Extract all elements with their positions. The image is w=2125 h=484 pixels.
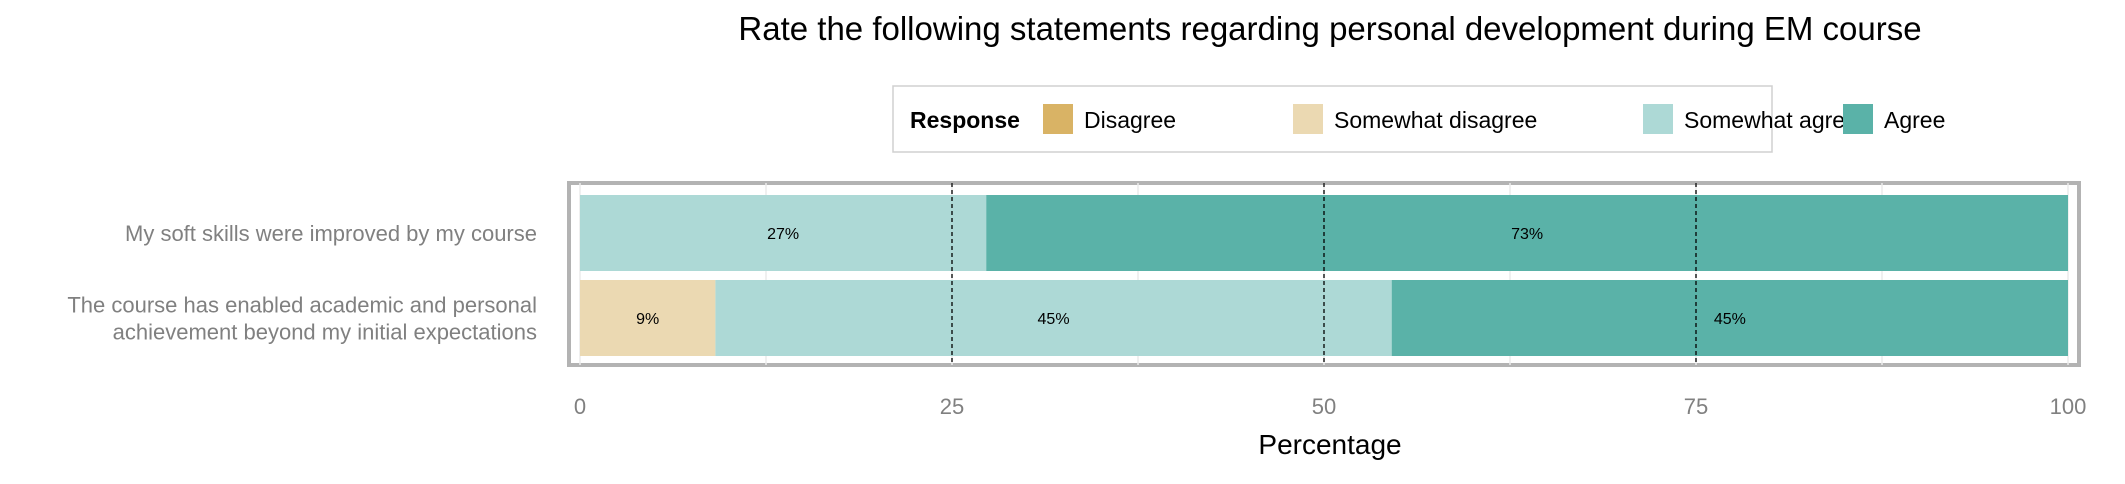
bar-segment-1-3 <box>1391 280 2068 356</box>
legend-key-0 <box>1043 104 1073 134</box>
data-label: 9% <box>636 311 659 328</box>
legend-key-2 <box>1643 104 1673 134</box>
legend-label-3: Agree <box>1884 107 1945 133</box>
legend: Response Disagree Somewhat disagree Somewh… <box>892 85 1945 153</box>
bar-segment-0-2 <box>580 195 987 271</box>
data-label: 45% <box>1038 311 1070 328</box>
legend-box <box>892 85 1773 153</box>
legend-label-0: Disagree <box>1084 107 1176 133</box>
data-label: 45% <box>1714 311 1746 328</box>
x-tick-label: 0 <box>574 394 586 419</box>
bar-segment-0-3 <box>986 195 2068 271</box>
legend-title: Response <box>910 107 1020 133</box>
chart-title: Rate the following statements regarding … <box>738 10 1921 47</box>
data-label: 73% <box>1511 226 1543 243</box>
plot-area: 27% 73% 9% 45% 45% My soft skills were improv… <box>67 181 2087 419</box>
x-axis-title: Percentage <box>1258 429 1401 460</box>
category-label: The course has enabled academic and pers… <box>67 293 537 318</box>
legend-key-1 <box>1293 104 1323 134</box>
x-tick-label: 25 <box>940 394 964 419</box>
x-tick-label: 50 <box>1312 394 1336 419</box>
x-tick-label: 75 <box>1684 394 1708 419</box>
legend-key-3 <box>1843 104 1873 134</box>
category-label: My soft skills were improved by my cours… <box>125 221 537 246</box>
bar-segment-1-1 <box>580 280 716 356</box>
data-label: 27% <box>767 226 799 243</box>
x-tick-label: 100 <box>2050 394 2087 419</box>
legend-label-2: Somewhat agree <box>1684 107 1858 133</box>
bar-segment-1-2 <box>715 280 1392 356</box>
legend-label-1: Somewhat disagree <box>1334 107 1537 133</box>
category-label: achievement beyond my initial expectatio… <box>113 320 537 345</box>
